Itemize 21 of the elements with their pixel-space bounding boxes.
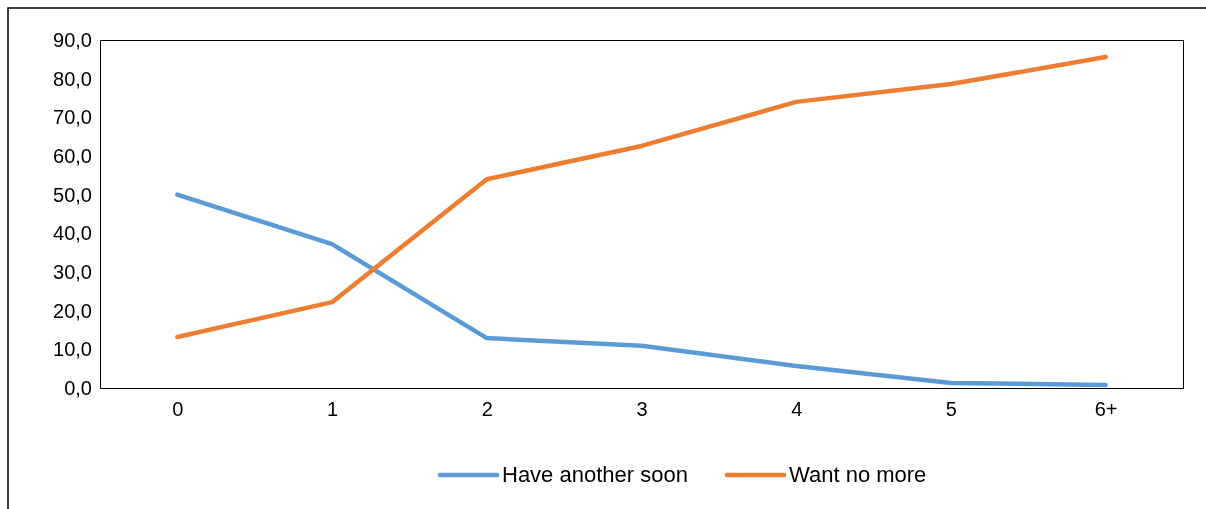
y-tick-label: 60,0	[53, 144, 92, 167]
y-tick-label: 80,0	[53, 67, 92, 90]
y-tick-label: 50,0	[53, 183, 92, 206]
y-tick-label: 0,0	[64, 376, 92, 399]
line-series	[175, 54, 1108, 340]
x-tick-label: 1	[327, 398, 339, 421]
x-tick-label: 5	[945, 398, 957, 421]
x-tick-label: 4	[791, 398, 803, 421]
x-tick-label: 2	[481, 398, 493, 421]
y-tick-label: 70,0	[53, 106, 92, 129]
x-tick-label: 3	[636, 398, 648, 421]
y-tick-label: 90,0	[53, 28, 92, 51]
y-tick-label: 20,0	[53, 299, 92, 322]
y-tick-label: 30,0	[53, 260, 92, 283]
y-tick-label: 40,0	[53, 222, 92, 245]
legend-label: Want no more	[789, 462, 927, 487]
x-tick-label: 0	[172, 398, 184, 421]
legend-label: Have another soon	[502, 462, 688, 487]
line-series	[175, 192, 1108, 388]
y-tick-label: 10,0	[53, 338, 92, 361]
x-tick-label: 6+	[1094, 398, 1118, 421]
